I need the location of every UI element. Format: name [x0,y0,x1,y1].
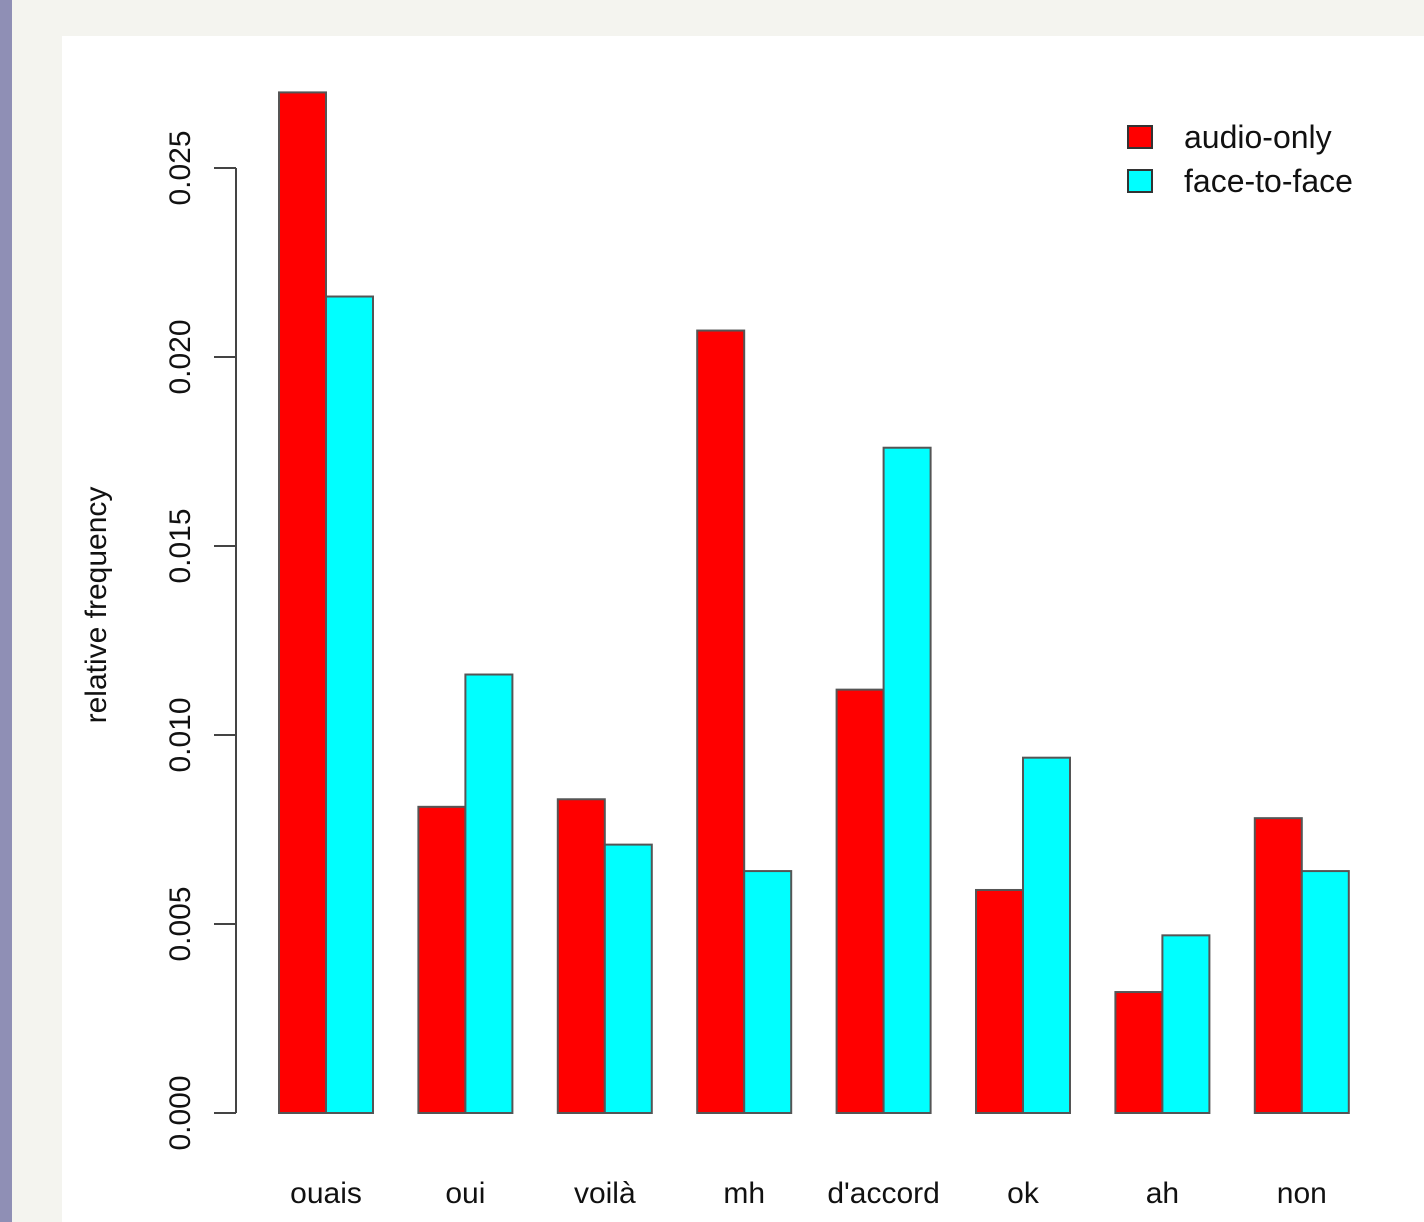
y-tick-label: 0.025 [164,130,197,205]
bar-face-to-face-3 [743,870,793,1115]
y-tick-label: 0.000 [164,1075,197,1150]
bar-audio-only-4 [835,688,885,1114]
x-category-label: d'accord [827,1177,939,1210]
legend-swatch-audio-only [1127,125,1153,149]
bars [278,91,1350,1115]
bar-face-to-face-6 [1161,934,1211,1115]
x-axis-labels: ouais oui voilà mh d'accord ok ah non [290,1177,1327,1210]
y-tick-label: 0.005 [164,886,197,961]
legend-swatch-face-to-face [1127,169,1153,193]
bar-face-to-face-0 [325,295,374,1114]
bar-audio-only-0 [278,91,327,1114]
legend-label-audio-only: audio-only [1184,119,1332,155]
y-tick-label: 0.020 [164,319,197,394]
legend-label-face-to-face: face-to-face [1184,163,1353,199]
x-category-label: non [1277,1177,1327,1210]
x-category-label: mh [723,1177,765,1210]
bar-face-to-face-5 [1022,756,1071,1114]
x-category-label: voilà [574,1177,636,1210]
bar-face-to-face-4 [882,446,932,1115]
x-category-label: ouais [290,1177,362,1210]
y-axis: 0.000 0.005 0.010 0.015 0.020 0.025 [164,130,237,1151]
x-category-label: ok [1007,1177,1040,1210]
bar-audio-only-3 [696,329,746,1115]
bar-face-to-face-1 [464,673,514,1115]
x-category-label: ah [1146,1177,1179,1210]
bar-audio-only-7 [1253,817,1303,1114]
y-axis-title: relative frequency [80,487,113,724]
y-tick-label: 0.010 [164,697,197,772]
x-category-label: oui [445,1177,485,1210]
legend: audio-only face-to-face [1127,119,1353,199]
bar-face-to-face-7 [1300,870,1350,1115]
bar-face-to-face-2 [603,843,653,1114]
bar-audio-only-5 [975,888,1024,1114]
window-edge-strip [0,0,12,1222]
bar-audio-only-6 [1114,991,1164,1114]
bar-audio-only-2 [556,798,606,1114]
bar-audio-only-1 [417,805,467,1114]
y-tick-label: 0.015 [164,508,197,583]
